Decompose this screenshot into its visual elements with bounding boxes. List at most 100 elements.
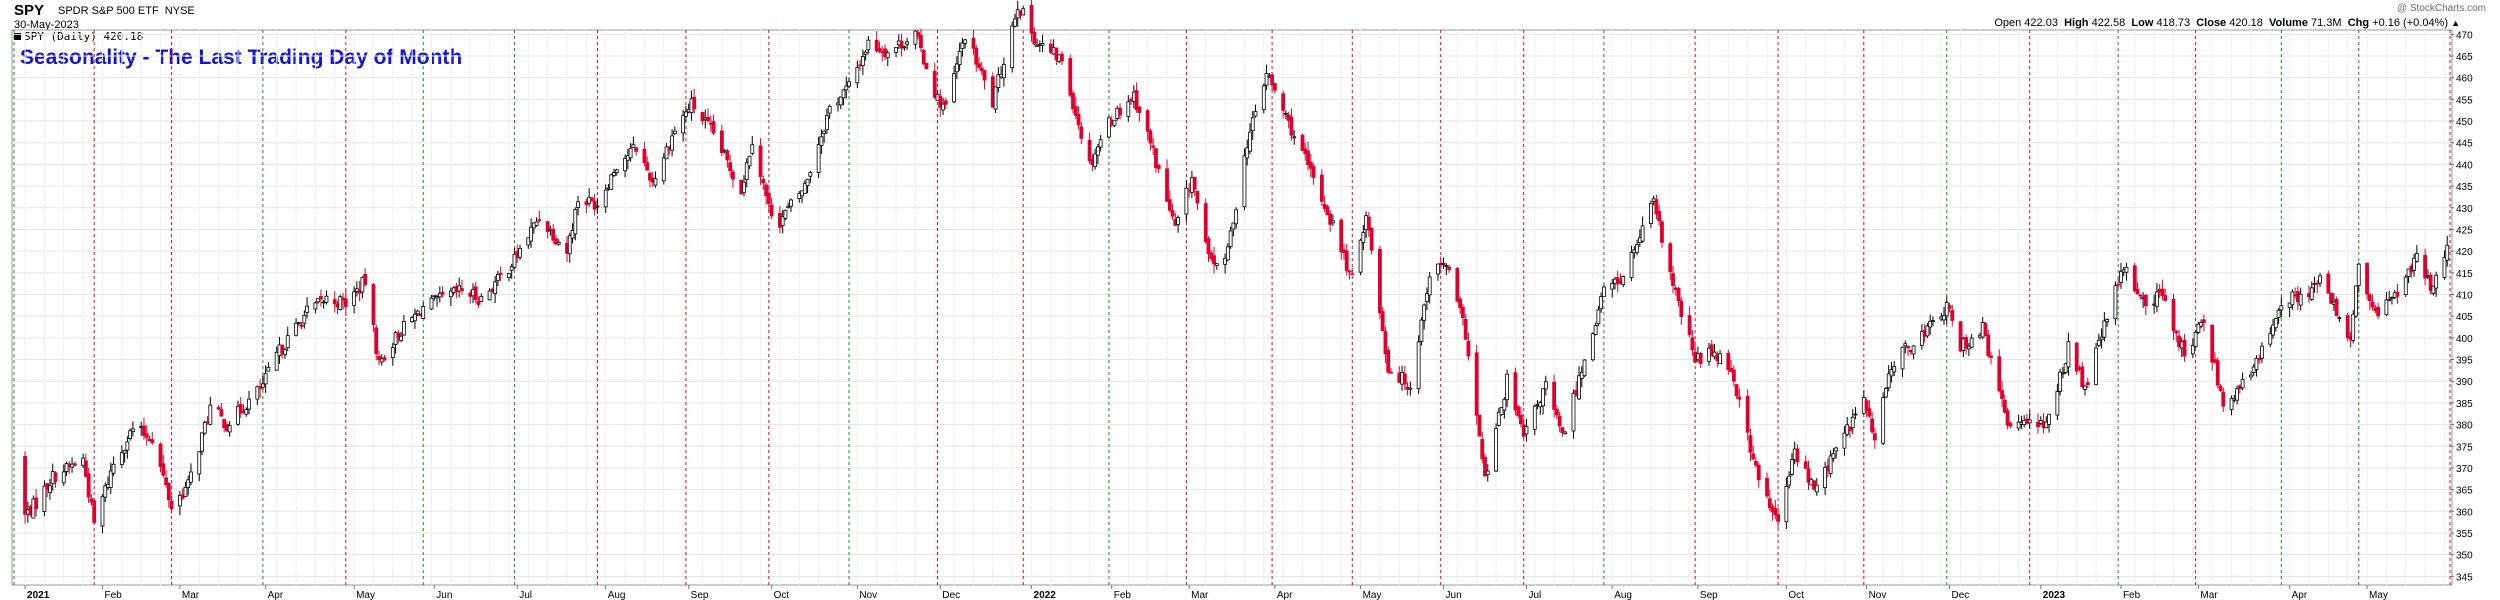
candle-down [1270, 74, 1274, 86]
candle-up [2276, 309, 2281, 318]
candle-up [1582, 359, 1587, 377]
y-tick-label: 430 [2456, 204, 2473, 215]
candle-down [974, 47, 979, 65]
candle-up [432, 295, 437, 298]
candle-down [343, 298, 348, 308]
candle-up [902, 46, 907, 49]
candle-up [1919, 331, 1924, 346]
candle-up [1640, 225, 1645, 242]
candle-up [1969, 337, 1974, 348]
candle-down [1751, 453, 1756, 460]
x-tick-label: Oct [774, 590, 790, 600]
y-tick-label: 355 [2456, 529, 2473, 540]
candles [23, 0, 2450, 534]
candle-up [623, 158, 627, 172]
candle-down [1698, 353, 1703, 364]
candle-up [855, 67, 860, 84]
candle-down [1366, 216, 1371, 231]
candle-down [545, 221, 550, 232]
candle-up [670, 135, 674, 151]
candle-up [941, 103, 945, 111]
candle-up [208, 404, 213, 425]
candle-up [952, 73, 957, 103]
candle-up [509, 266, 514, 271]
candle-up [1718, 353, 1722, 365]
candle-up [1253, 111, 1258, 117]
candle-up [576, 201, 580, 208]
candle-up [1013, 18, 1017, 27]
candle-up [285, 335, 290, 349]
month-end-lines [13, 30, 2451, 585]
y-axis: 345 350 355 360 365 370 375 380 385 390 395 400 405 4… [2450, 30, 2473, 583]
candle-up [1925, 325, 1930, 337]
candle-down [731, 171, 735, 180]
candle-up [1361, 232, 1366, 243]
candle-down [1679, 300, 1684, 318]
candle-up [493, 281, 498, 295]
candle-down [1281, 93, 1286, 111]
y-tick-label: 380 [2456, 421, 2473, 432]
candle-up [421, 306, 426, 319]
candle-up [393, 332, 398, 345]
candle-up [390, 347, 395, 359]
candle-down [1795, 448, 1800, 463]
y-tick-label: 460 [2456, 74, 2473, 85]
candle-down [1989, 355, 1993, 358]
candle-down [1447, 266, 1451, 271]
candle-up [1571, 392, 1576, 432]
candle-up [847, 81, 851, 87]
candle-up [263, 373, 268, 385]
candle-down [1073, 106, 1078, 116]
candle-up [1850, 416, 1855, 429]
candle-down [1167, 199, 1172, 211]
candle-down [142, 425, 146, 436]
candle-up [2406, 268, 2411, 277]
candle-down [1480, 439, 1485, 460]
candle-down [1513, 372, 1518, 411]
candle-up [1931, 320, 1935, 322]
candle-down [1737, 396, 1742, 400]
candle-down [1145, 110, 1150, 132]
high-value: 422.58 [2091, 17, 2126, 29]
candle-up [2066, 341, 2071, 368]
candle-up [1035, 44, 1039, 47]
candle-up [2431, 285, 2436, 294]
candle-down [1460, 306, 1465, 318]
candle-down [1383, 331, 1388, 355]
candle-up [1292, 136, 1297, 139]
candle-up [822, 130, 827, 134]
watermark: @ StockCharts.com [2396, 3, 2486, 14]
x-tick-label: Dec [942, 590, 960, 600]
candle-down [1516, 406, 1521, 417]
candle-up [664, 146, 669, 160]
candle-down [916, 32, 921, 37]
candle-down [2160, 288, 2165, 296]
candle-up [808, 172, 813, 177]
candle-up [1942, 314, 1946, 321]
candle-up [1231, 222, 1236, 230]
y-tick-label: 455 [2456, 95, 2473, 106]
candle-down [648, 172, 652, 181]
candle-up [415, 310, 420, 315]
candle-down [2202, 319, 2206, 324]
candle-down [2008, 422, 2013, 427]
candle-down [2428, 274, 2433, 291]
candle-up [1223, 257, 1227, 265]
candle-down [1660, 221, 1664, 243]
candle-down [971, 38, 976, 49]
candle-up [1621, 276, 1626, 286]
candle-up [2318, 275, 2322, 284]
candle-up [1831, 453, 1836, 459]
candle-down [2005, 410, 2010, 426]
candle-up [2254, 358, 2259, 370]
candle-down [1386, 350, 1391, 373]
candle-up [274, 351, 279, 371]
candle-down [692, 96, 697, 110]
candle-up [122, 450, 127, 454]
candle-down [2257, 358, 2262, 361]
candle-up [1532, 405, 1537, 430]
candle-up [789, 199, 793, 207]
candle-up [844, 85, 849, 91]
candle-up [1112, 119, 1117, 126]
candle-up [111, 463, 116, 474]
